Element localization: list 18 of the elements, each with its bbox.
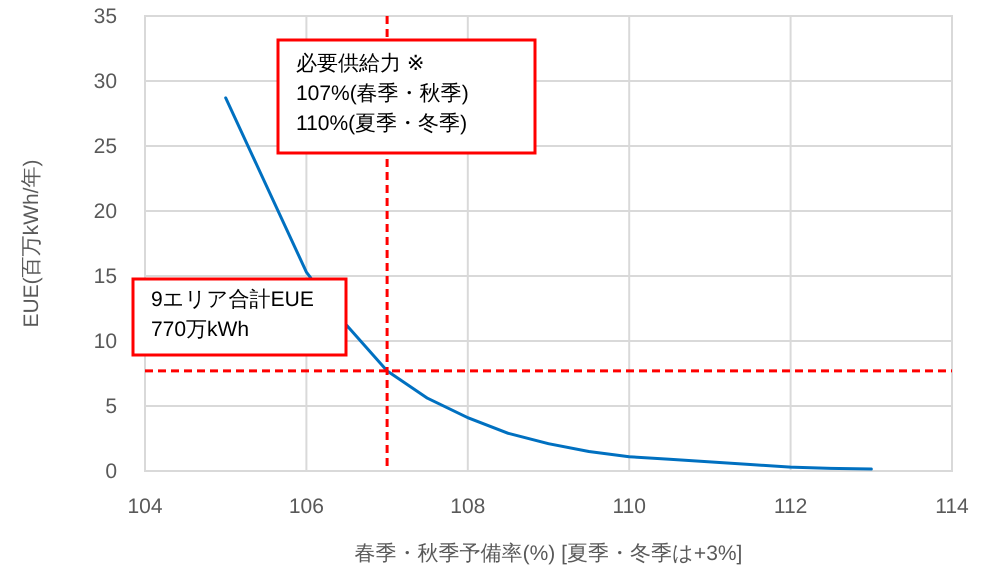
y-tick-label: 5 xyxy=(105,395,117,418)
ref-line-label: 9エリア合計EUE 770万kWh xyxy=(151,288,314,341)
ref-line-label: 必要供給力 ※ 107%(春季・秋季) 110%(夏季・冬季) xyxy=(296,52,469,135)
x-tick-label: 104 xyxy=(127,495,163,518)
y-tick-label: 30 xyxy=(94,70,117,93)
y-tick-label: 20 xyxy=(94,200,117,223)
x-tick-label: 106 xyxy=(288,495,324,518)
y-axis-title: EUE(百万kWh/年) xyxy=(20,160,43,328)
y-tick-label: 0 xyxy=(105,460,117,483)
x-tick-label: 108 xyxy=(450,495,486,518)
x-tick-label: 110 xyxy=(612,495,646,518)
y-tick-label: 35 xyxy=(94,5,117,28)
x-axis-title: 春季・秋季予備率(%) [夏季・冬季は+3%] xyxy=(354,542,742,565)
x-tick-label: 114 xyxy=(935,495,970,518)
y-tick-label: 25 xyxy=(94,135,117,158)
y-tick-label: 10 xyxy=(94,330,117,353)
y-tick-label: 15 xyxy=(94,265,117,288)
x-tick-label: 112 xyxy=(774,495,808,518)
